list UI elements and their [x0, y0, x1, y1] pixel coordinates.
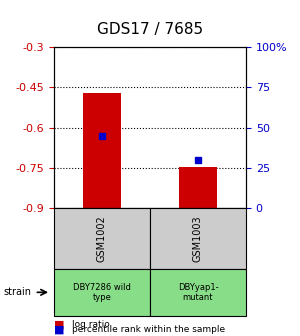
- Text: percentile rank within the sample: percentile rank within the sample: [72, 325, 225, 334]
- Text: GSM1003: GSM1003: [193, 215, 203, 262]
- Text: log ratio: log ratio: [72, 320, 110, 329]
- Text: GSM1002: GSM1002: [97, 215, 107, 262]
- Text: strain: strain: [3, 287, 31, 297]
- Text: ■: ■: [54, 319, 64, 329]
- Bar: [179, 167, 217, 208]
- Text: GDS17 / 7685: GDS17 / 7685: [97, 22, 203, 37]
- Text: DBYyap1-
mutant: DBYyap1- mutant: [178, 283, 218, 302]
- Text: DBY7286 wild
type: DBY7286 wild type: [73, 283, 131, 302]
- Text: ■: ■: [54, 324, 64, 334]
- Bar: [83, 93, 121, 208]
